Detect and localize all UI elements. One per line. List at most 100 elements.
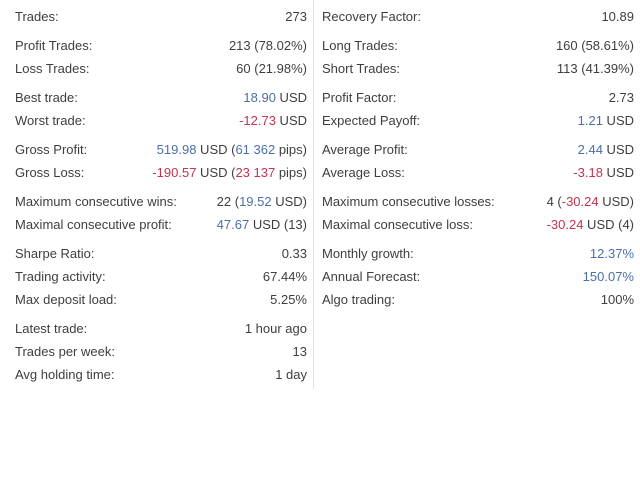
stat-value: 160 (58.61%) [556,34,634,57]
stat-value-segment: 1 hour ago [244,321,307,336]
stat-row: Long Trades: 160 (58.61%) [322,34,634,57]
stat-label: Algo trading: [322,292,395,307]
stat-value-segment: USD [602,113,634,128]
stat-value: -30.24 USD (4) [547,213,634,236]
stat-group: Latest trade: 1 hour ago Trades per week: 1… [15,317,307,386]
stat-label: Long Trades: [322,38,398,53]
stat-value: 47.67 USD (13) [217,213,307,236]
stat-value-segment: 100% [600,292,634,307]
stat-label: Max deposit load: [15,292,117,307]
stat-value-segment: 2.44 [577,142,603,157]
stat-row: Maximum consecutive losses: 4 (-30.24 USD… [322,190,634,213]
stat-value-segment: 22 ( [216,194,240,209]
stat-value-segment: 1.21 [577,113,603,128]
stat-row: Maximum consecutive wins: 22 (19.52 USD) [15,190,307,213]
stat-value-segment: 150.07% [582,269,634,284]
stat-label: Best trade: [15,90,78,105]
stat-value: 0.33 [282,242,307,265]
stat-value-segment: USD [602,165,634,180]
stat-label: Gross Profit: [15,142,88,157]
stat-value-segment: 19.52 [239,194,272,209]
column-divider [313,0,314,389]
stat-value-segment: 113 (41.39%) [556,61,634,76]
stat-value: 100% [601,288,634,311]
stat-label: Average Profit: [322,142,408,157]
stat-value: 4 (-30.24 USD) [547,190,634,213]
stats-column-right: Recovery Factor: 10.89 Long Trades: 160 (58… [313,0,640,392]
stat-value-segment: 160 (58.61%) [555,38,634,53]
stat-value-segment: 5.25% [270,292,307,307]
stat-label: Trades per week: [15,344,115,359]
stat-label: Maximum consecutive losses: [322,194,495,209]
stat-value-segment: USD (4) [583,217,634,232]
stat-value-segment: USD (13) [249,217,307,232]
stat-row: Average Loss: -3.18 USD [322,161,634,184]
stat-row: Algo trading: 100% [322,288,634,311]
stat-value-segment: 4 ( [546,194,562,209]
stat-row: Avg holding time: 1 day [15,363,307,386]
stat-value: 22 (19.52 USD) [217,190,307,213]
stat-value-segment: -3.18 [573,165,603,180]
stat-label: Maximal consecutive profit: [15,217,172,232]
stat-value-segment: USD) [598,194,634,209]
stat-group: Maximum consecutive wins: 22 (19.52 USD) M… [15,190,307,236]
stat-group: Trades: 273 [15,5,307,28]
stat-row: Profit Trades: 213 (78.02%) [15,34,307,57]
stat-row: Worst trade: -12.73 USD [15,109,307,132]
stat-label: Maximal consecutive loss: [322,217,473,232]
stat-value-segment: pips) [275,142,307,157]
stat-value: -12.73 USD [239,109,307,132]
stat-value-segment: 18.90 [243,90,276,105]
stat-value-segment: 13 [292,344,307,359]
stat-label: Profit Trades: [15,38,93,53]
stat-value-segment: 213 (78.02%) [228,38,307,53]
stat-value: 150.07% [583,265,634,288]
stat-label: Sharpe Ratio: [15,246,95,261]
stat-value-segment: 0.33 [281,246,307,261]
stat-value-segment: 273 [285,9,307,24]
stat-value: 273 [285,5,307,28]
stat-row: Recovery Factor: 10.89 [322,5,634,28]
stat-row: Annual Forecast: 150.07% [322,265,634,288]
stat-value: 213 (78.02%) [229,34,307,57]
stat-label: Short Trades: [322,61,401,76]
stat-group: Average Profit: 2.44 USD Average Loss: -3.1… [322,138,634,184]
stat-label: Expected Payoff: [322,113,421,128]
stat-value-segment: USD ( [196,165,236,180]
stat-label: Avg holding time: [15,367,115,382]
stat-value-segment: pips) [275,165,307,180]
stat-value-segment: 23 137 [235,165,276,180]
stat-label: Loss Trades: [15,61,90,76]
stat-value-segment: USD [275,90,307,105]
stat-row: Maximal consecutive loss: -30.24 USD (4) [322,213,634,236]
stats-column-left: Trades: 273 Profit Trades: 213 (78.02%) Loss… [0,0,313,392]
stat-row: Maximal consecutive profit: 47.67 USD (13… [15,213,307,236]
stat-row: Gross Profit: 519.98 USD (61 362 pips) [15,138,307,161]
stat-value-segment: 67.44% [262,269,307,284]
stat-label: Monthly growth: [322,246,414,261]
stat-value: 113 (41.39%) [557,57,634,80]
stat-value-segment: 1 day [275,367,307,382]
stat-value-segment: -190.57 [152,165,197,180]
stat-value: 18.90 USD [243,86,307,109]
stat-row: Latest trade: 1 hour ago [15,317,307,340]
stat-value-segment: -30.24 [561,194,599,209]
stat-row: Loss Trades: 60 (21.98%) [15,57,307,80]
stat-value-segment: 519.98 [156,142,197,157]
stat-value: 13 [293,340,307,363]
stat-row: Trading activity: 67.44% [15,265,307,288]
stat-row: Gross Loss: -190.57 USD (23 137 pips) [15,161,307,184]
stat-label: Gross Loss: [15,165,85,180]
stat-row: Profit Factor: 2.73 [322,86,634,109]
stat-value: 12.37% [590,242,634,265]
stat-row: Max deposit load: 5.25% [15,288,307,311]
stat-value: 60 (21.98%) [236,57,307,80]
stat-value-segment: 2.73 [608,90,634,105]
stat-row: Monthly growth: 12.37% [322,242,634,265]
stat-value-segment: 47.67 [216,217,250,232]
stat-value-segment: -30.24 [546,217,584,232]
stat-value: 2.73 [609,86,634,109]
stat-value: 10.89 [601,5,634,28]
stat-row: Best trade: 18.90 USD [15,86,307,109]
stat-label: Worst trade: [15,113,86,128]
